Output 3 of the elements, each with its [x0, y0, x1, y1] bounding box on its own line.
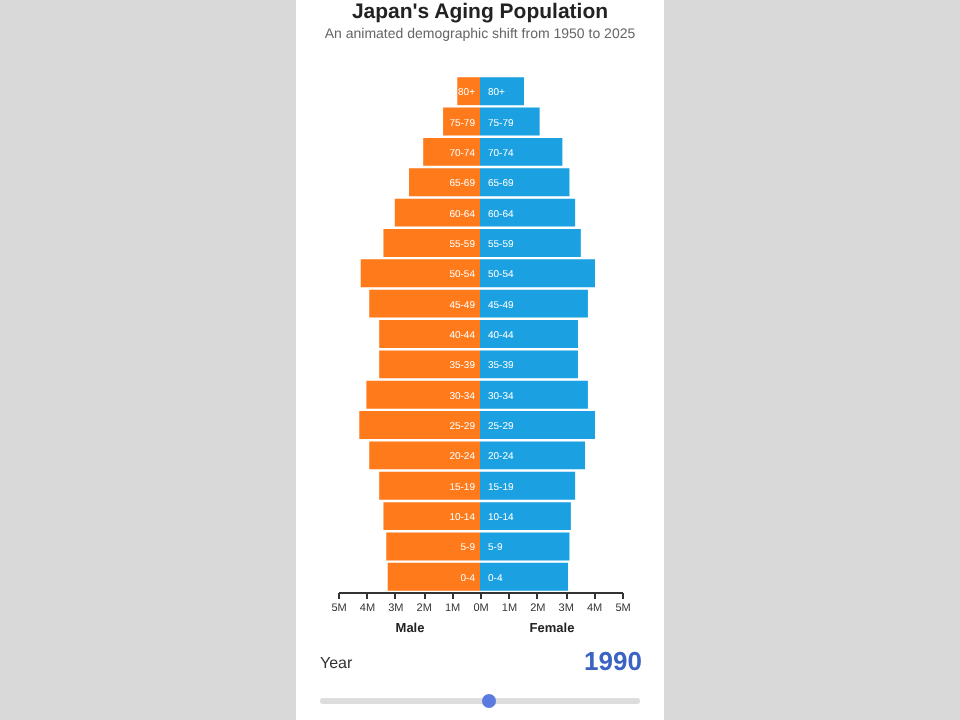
text: Year [320, 654, 353, 672]
text: 1990 [584, 646, 642, 676]
chart-title: Japan's Aging Population [349, 0, 611, 24]
